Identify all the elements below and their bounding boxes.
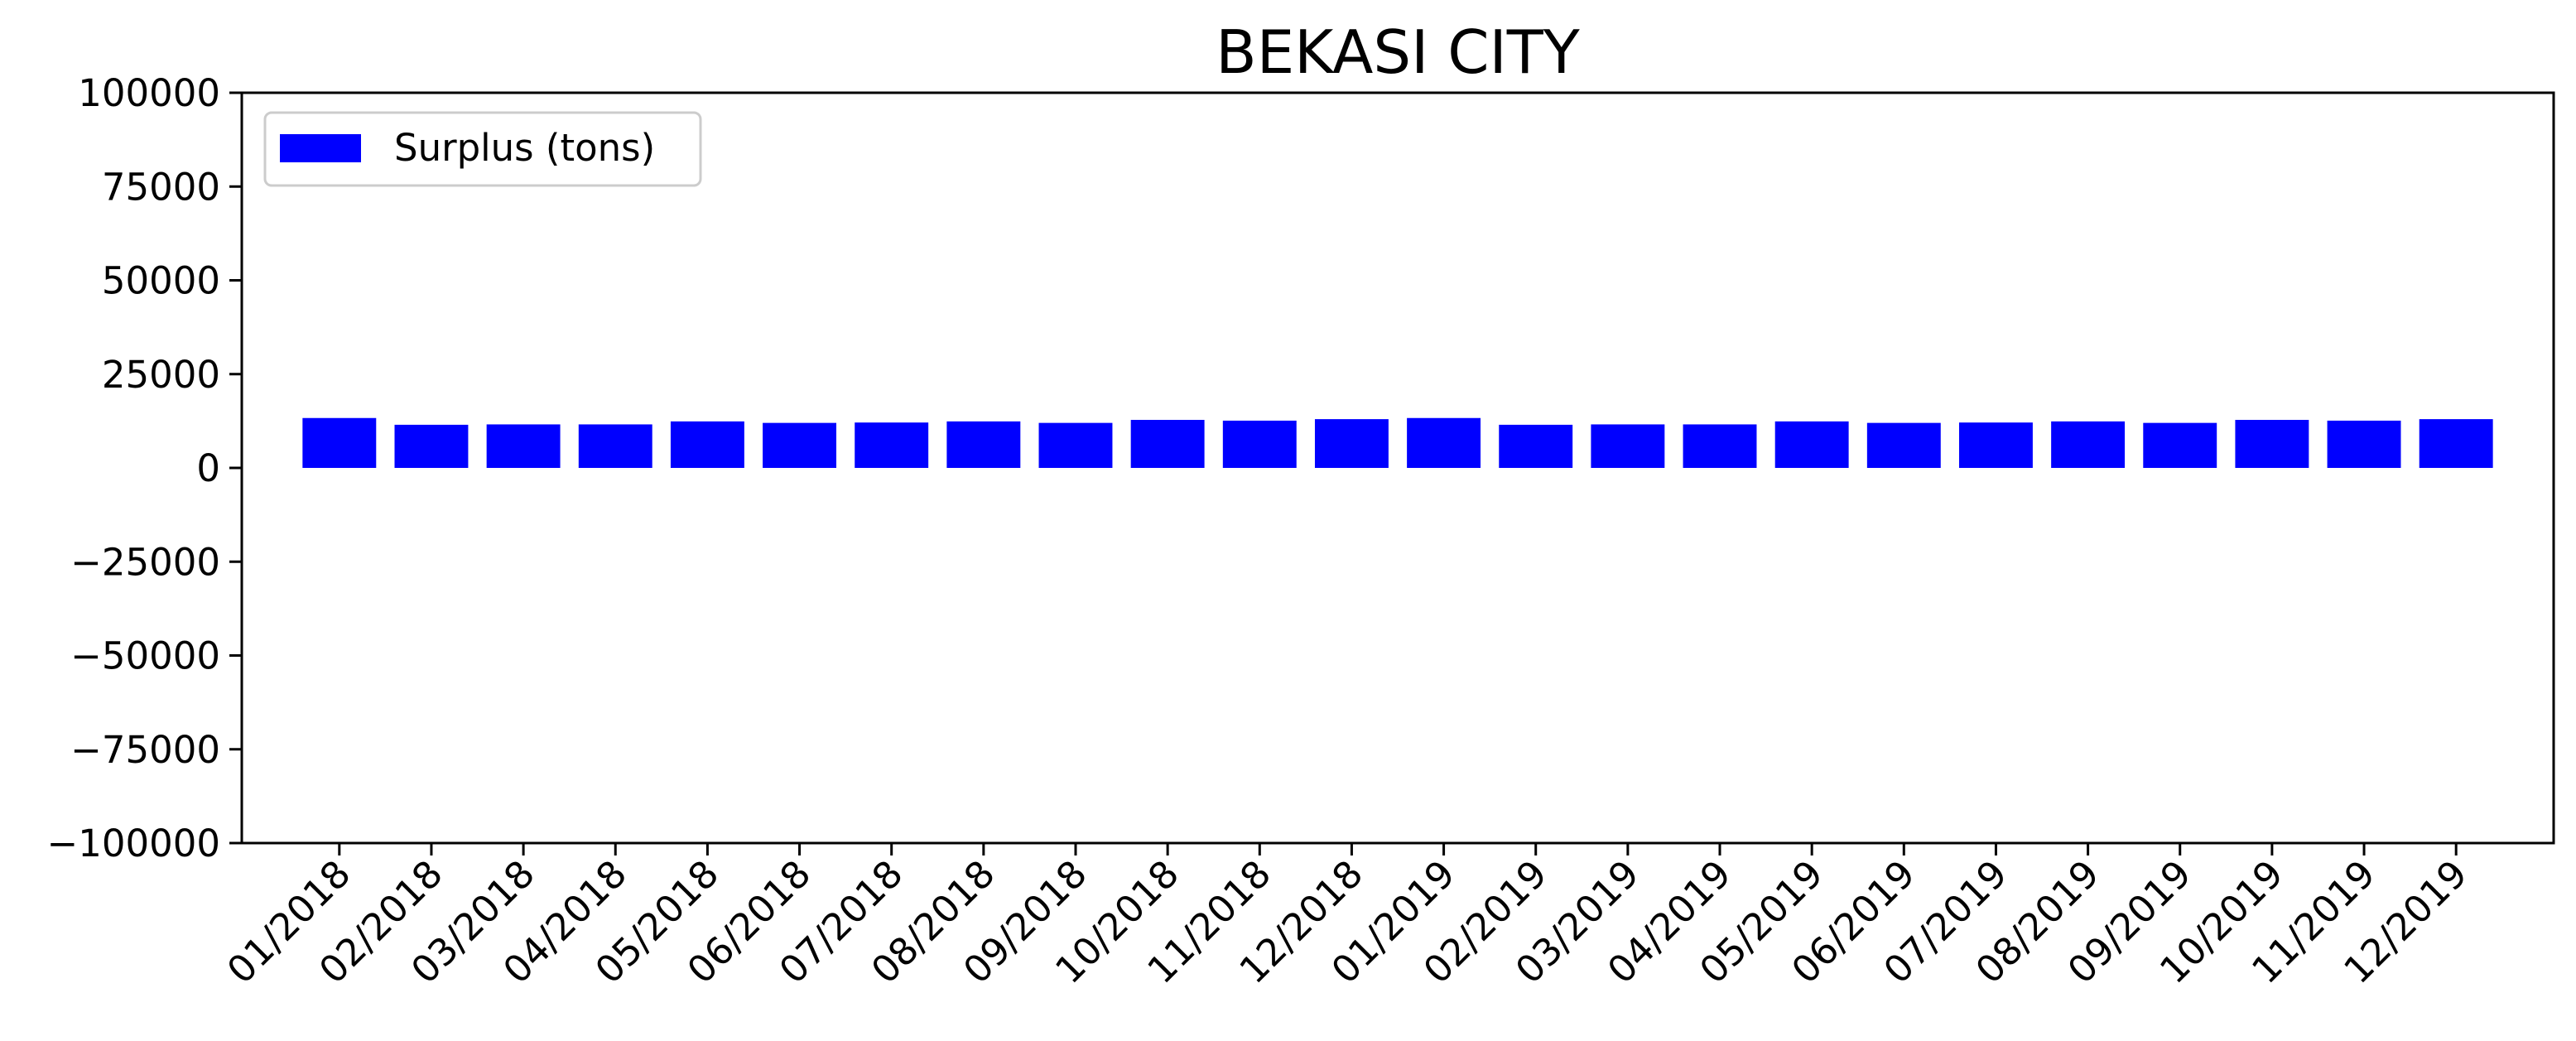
bar-series — [302, 417, 2493, 468]
y-tick-label: 0 — [196, 446, 220, 490]
bar — [670, 421, 744, 468]
y-tick-label: 100000 — [78, 71, 220, 115]
bar — [1499, 424, 1573, 468]
bar — [1866, 422, 1941, 468]
x-axis: 01/201802/201803/201804/201805/201806/20… — [219, 843, 2476, 992]
bar — [2051, 421, 2126, 468]
bar — [2327, 420, 2401, 468]
bar — [1958, 422, 2033, 468]
y-tick-label: −25000 — [70, 540, 220, 584]
bar — [2235, 420, 2309, 468]
bar — [946, 421, 1021, 468]
y-tick-label: −100000 — [47, 822, 221, 865]
legend: Surplus (tons) — [263, 111, 702, 187]
legend-label: Surplus (tons) — [394, 126, 655, 170]
bar — [486, 424, 561, 468]
bar — [1774, 421, 1849, 468]
bar — [1222, 420, 1297, 468]
bar — [1130, 420, 1205, 468]
bar — [763, 422, 837, 468]
y-axis: 100000 75000 50000 25000 0 −25000 −50000 −75000… — [47, 71, 242, 865]
bar — [1591, 424, 1665, 468]
legend-swatch — [280, 134, 361, 162]
y-tick-label: 50000 — [102, 259, 220, 303]
bar — [855, 422, 929, 468]
y-tick-label: −75000 — [70, 728, 220, 772]
bar — [2143, 422, 2217, 468]
bar — [1683, 424, 1757, 468]
y-tick-label: 25000 — [102, 353, 220, 397]
bar — [394, 424, 469, 468]
legend-box — [263, 111, 702, 187]
bar — [1314, 419, 1389, 468]
bar — [1038, 422, 1113, 468]
plot-frame — [240, 91, 2555, 845]
bar — [2419, 419, 2493, 468]
y-tick-label: 75000 — [102, 165, 220, 209]
chart-title: BEKASI CITY — [1216, 17, 1580, 87]
bar — [302, 417, 377, 468]
bar — [1407, 417, 1481, 468]
bar — [578, 424, 652, 468]
y-tick-label: −50000 — [70, 634, 220, 678]
